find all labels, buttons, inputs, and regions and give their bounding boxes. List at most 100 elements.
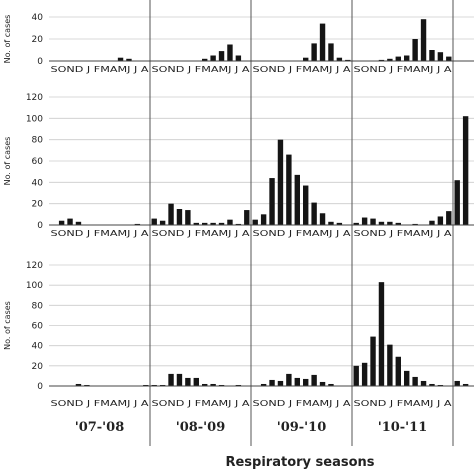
bar (336, 57, 343, 61)
month-labels: SOND J FMAMJ J A SOND J FMAMJ J A SOND J F… (51, 65, 453, 408)
bar (319, 23, 326, 62)
bar (328, 43, 334, 61)
y-tick-label: 80 (32, 136, 44, 146)
bar (202, 222, 208, 225)
bar (370, 218, 376, 225)
bar (412, 376, 418, 386)
bar (387, 221, 393, 225)
bar (429, 220, 435, 225)
y-tick-label: 0 (37, 57, 43, 67)
bar (244, 210, 250, 225)
bar (395, 356, 401, 386)
bar (454, 380, 460, 386)
month-labels: SOND J FMAMJ J A (253, 65, 352, 74)
bar (353, 365, 359, 386)
bar (328, 221, 334, 225)
bar (319, 381, 326, 386)
y-axis-title: No. of cases (3, 15, 12, 64)
bar (176, 373, 183, 386)
bar (227, 44, 233, 61)
bar (235, 384, 242, 386)
bar (202, 383, 208, 386)
bar (235, 223, 242, 225)
bar (210, 222, 216, 225)
bar (210, 383, 216, 386)
bar (437, 216, 444, 225)
bar (345, 59, 351, 61)
season-label: '10-'11 (378, 420, 428, 435)
y-tick-label: 120 (26, 261, 43, 271)
bar (218, 222, 225, 225)
bar (126, 58, 132, 61)
bars (58, 19, 469, 386)
month-labels: SOND J FMAMJ J A (253, 229, 352, 238)
season-label: '08-'09 (176, 420, 226, 435)
bar (454, 180, 460, 225)
bar (311, 374, 317, 386)
bar (193, 377, 199, 386)
month-labels: SOND J FMAMJ J A (152, 399, 251, 408)
y-axis-titles: No. of cases No. of cases No. of cases (3, 15, 12, 350)
month-labels: SOND J FMAMJ J A (51, 65, 150, 74)
bar (378, 282, 385, 386)
bar (336, 222, 343, 225)
bar (277, 380, 284, 386)
bar (151, 384, 157, 386)
bar (446, 211, 452, 225)
y-tick-label: 100 (26, 281, 43, 291)
bar (235, 55, 242, 61)
bar (294, 174, 300, 225)
bar (429, 383, 435, 386)
y-axis-title: No. of cases (3, 301, 12, 350)
x-axis-title: Respiratory seasons (225, 455, 374, 470)
bar (387, 58, 393, 61)
bar (437, 52, 444, 61)
bar (378, 59, 385, 61)
month-labels: SOND J FMAMJ J A (354, 229, 453, 238)
bar (168, 373, 174, 386)
y-tick-label: 20 (32, 200, 44, 210)
month-labels: SOND J FMAMJ J A (152, 229, 251, 238)
season-dividers (149, 0, 454, 446)
y-tick-label: 60 (32, 157, 44, 167)
bar (395, 222, 401, 225)
bar (420, 19, 427, 61)
y-tick-label: 0 (37, 382, 43, 392)
bar (412, 223, 418, 225)
bar (361, 362, 368, 386)
y-tick-label: 80 (32, 301, 44, 311)
month-labels: SOND J FMAMJ J A (253, 399, 352, 408)
bar (395, 56, 401, 61)
bar (429, 50, 435, 61)
month-labels: SOND J FMAMJ J A (51, 229, 150, 238)
bar (168, 203, 174, 225)
bar (260, 214, 267, 225)
bar (75, 221, 82, 225)
bar (84, 384, 90, 386)
bar (404, 370, 410, 386)
y-tick-label: 20 (32, 35, 44, 45)
bar (269, 178, 275, 225)
tick-labels: 0 20 40 0 20 40 60 80 100 120 0 20 40 60 80 100 120 (26, 13, 43, 392)
bar (151, 218, 157, 225)
bar (252, 219, 258, 225)
bar (361, 217, 368, 225)
y-tick-label: 0 (37, 221, 43, 231)
bar (117, 57, 124, 61)
bar (437, 384, 444, 386)
month-labels: SOND J FMAMJ J A (51, 399, 150, 408)
bar (159, 220, 166, 225)
bar (218, 51, 225, 61)
y-tick-label: 100 (26, 114, 43, 124)
season-label: '07-'08 (75, 420, 125, 435)
bar (176, 209, 183, 225)
bar (446, 56, 452, 61)
bar (311, 43, 317, 61)
month-labels: SOND J FMAMJ J A (354, 65, 453, 74)
month-labels: SOND J FMAMJ J A (152, 65, 251, 74)
bar (328, 383, 334, 386)
y-tick-label: 60 (32, 322, 44, 332)
bar (303, 57, 309, 61)
bar (260, 383, 267, 386)
